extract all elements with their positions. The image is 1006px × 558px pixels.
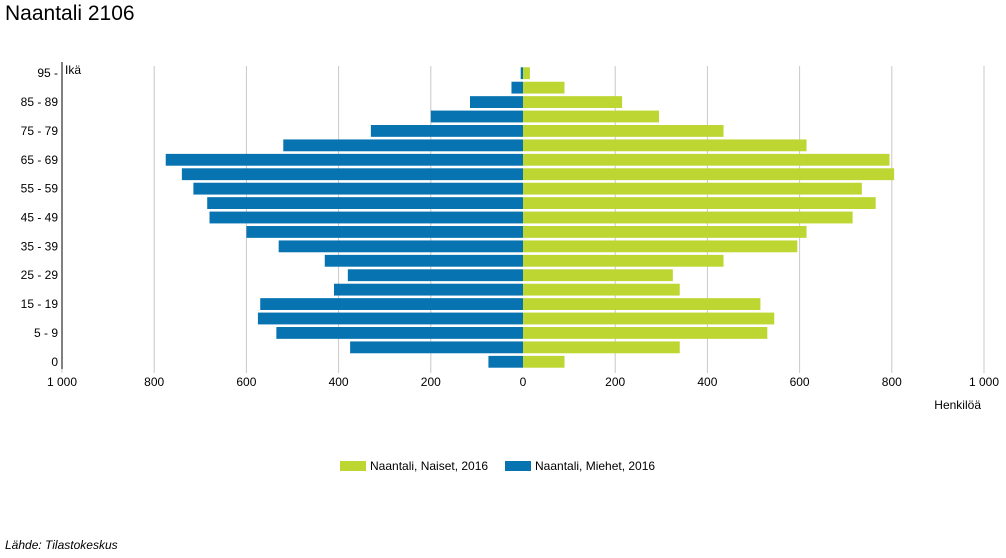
y-tick-label: 15 - 19 (21, 297, 59, 311)
bar-men (278, 240, 523, 253)
x-tick-label: 200 (605, 375, 625, 389)
bar-men (488, 355, 523, 368)
x-tick-label: 1 000 (47, 375, 77, 389)
legend-label: Naantali, Miehet, 2016 (535, 459, 655, 473)
bar-men (207, 197, 523, 209)
bar-women (523, 139, 807, 152)
bar-women (523, 355, 565, 368)
bar-men (181, 168, 524, 181)
y-tick-label: 35 - 39 (21, 239, 59, 253)
bar-men (283, 139, 523, 152)
bar-women (523, 240, 798, 253)
bar-women (523, 67, 530, 80)
y-tick-label: 65 - 69 (21, 153, 59, 167)
y-tick-label: 85 - 89 (21, 95, 59, 109)
bar-men (260, 298, 523, 310)
bar-women (523, 211, 853, 224)
bar-men (324, 254, 523, 267)
y-axis-tick-labels: 0 5 - 9 15 - 19 25 - 29 35 - 39 45 - 49 55 - 5… (21, 66, 59, 369)
bar-men (193, 182, 523, 195)
bar-women (523, 182, 862, 195)
y-tick-label: 45 - 49 (21, 211, 59, 225)
x-axis-tick-labels: 1 000 800 600 400 200 0 200 400 600 800 1 000 (47, 375, 999, 389)
source-note: Lähde: Tilastokeskus (5, 538, 118, 552)
x-tick-label: 600 (236, 375, 256, 389)
x-tick-label: 600 (790, 375, 810, 389)
page-title: Naantali 2106 (5, 2, 135, 25)
x-tick-label: 400 (329, 375, 349, 389)
bar-women (523, 197, 876, 209)
y-tick-label: 75 - 79 (21, 124, 59, 138)
x-axis-title: Henkilöä (934, 398, 981, 412)
x-tick-label: 800 (882, 375, 902, 389)
bar-women (523, 110, 659, 123)
bar-women (523, 341, 680, 354)
y-tick-label: 95 - (37, 66, 58, 80)
bar-men (347, 269, 523, 282)
bars-women (523, 67, 895, 368)
bar-women (523, 298, 761, 310)
bar-men (350, 341, 523, 354)
bar-men (246, 226, 523, 238)
bar-women (523, 125, 724, 137)
bar-women (523, 96, 623, 108)
x-tick-label: 1 000 (969, 375, 999, 389)
x-tick-label: 800 (144, 375, 164, 389)
bar-men (165, 153, 523, 166)
x-tick-label: 400 (697, 375, 717, 389)
bar-women (523, 168, 895, 181)
bar-men (370, 125, 523, 137)
bar-men (430, 110, 523, 123)
bar-women (523, 327, 768, 339)
y-tick-label: 0 (51, 355, 58, 369)
y-axis-title: Ikä (65, 63, 81, 77)
bar-women (523, 226, 807, 238)
y-tick-label: 25 - 29 (21, 268, 59, 282)
bar-women (523, 254, 724, 267)
x-tick-label: 0 (520, 375, 527, 389)
bar-women (523, 153, 890, 166)
bar-men (209, 211, 523, 224)
legend: Naantali, Naiset, 2016 Naantali, Miehet, … (340, 459, 655, 473)
bar-men (511, 81, 523, 94)
bar-women (523, 312, 775, 325)
bar-men (276, 327, 523, 339)
y-tick-label: 5 - 9 (34, 326, 58, 340)
legend-swatch (340, 461, 366, 471)
legend-swatch (505, 461, 531, 471)
bar-women (523, 81, 565, 94)
legend-label: Naantali, Naiset, 2016 (370, 459, 488, 473)
y-tick-label: 55 - 59 (21, 182, 59, 196)
x-tick-label: 200 (421, 375, 441, 389)
bar-men (257, 312, 523, 325)
bars-men (165, 67, 524, 368)
bar-men (333, 283, 523, 296)
bar-men (469, 96, 523, 108)
bar-women (523, 283, 680, 296)
bar-men (520, 67, 523, 80)
bar-women (523, 269, 673, 282)
